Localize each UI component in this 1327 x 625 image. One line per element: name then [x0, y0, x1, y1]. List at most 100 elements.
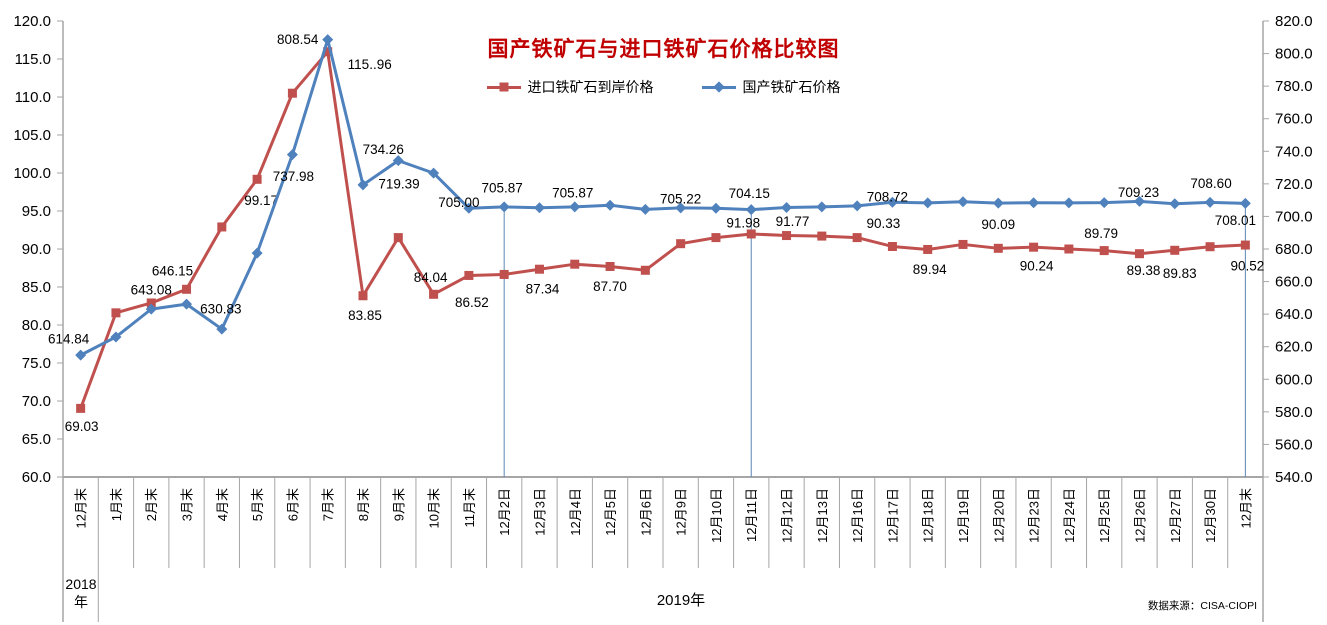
right-axis-tick-label: 660.0 — [1275, 274, 1313, 291]
data-point-marker — [428, 167, 440, 179]
data-point-label: 90.09 — [981, 217, 1015, 232]
x-axis-label: 12月12日 — [780, 488, 795, 543]
right-axis-tick-label: 600.0 — [1275, 371, 1313, 388]
right-axis-tick-label: 800.0 — [1275, 46, 1313, 63]
data-point-marker — [76, 403, 86, 413]
left-axis-tick-label: 90.0 — [22, 241, 51, 258]
data-point-marker — [286, 149, 298, 161]
data-point-label: 89.79 — [1084, 226, 1118, 241]
square-marker-icon — [499, 82, 508, 92]
data-point-marker — [852, 233, 862, 243]
legend-label-domestic: 国产铁矿石价格 — [742, 79, 841, 95]
legend-label-imported: 进口铁矿石到岸价格 — [527, 79, 654, 95]
data-point-marker — [251, 247, 263, 259]
data-point-label: 91.98 — [726, 215, 760, 230]
data-point-label: 99.17 — [244, 193, 278, 208]
legend-item-domestic: 国产铁矿石价格 — [701, 77, 841, 97]
x-axis-label: 12月5日 — [603, 488, 618, 536]
data-point-label: 704.15 — [729, 186, 770, 201]
data-point-label: 91.77 — [776, 214, 810, 229]
x-axis-label: 1月末 — [109, 488, 124, 521]
data-point-marker — [675, 202, 687, 214]
x-axis-label: 12月9日 — [674, 488, 689, 536]
legend-line-domestic — [701, 81, 736, 93]
data-point-label: 89.38 — [1127, 263, 1161, 278]
x-axis-label: 12月6日 — [638, 488, 653, 536]
left-axis-tick-label: 75.0 — [22, 355, 51, 372]
x-axis-label: 12月18日 — [921, 488, 936, 543]
x-axis-label: 12月24日 — [1062, 488, 1077, 543]
x-axis-label: 12月10日 — [709, 488, 724, 543]
left-axis-tick-label: 115.0 — [15, 51, 51, 68]
data-point-marker — [1205, 242, 1215, 252]
data-point-label: 614.84 — [48, 332, 90, 347]
data-point-marker — [464, 270, 474, 280]
data-point-label: 734.26 — [363, 142, 404, 157]
data-point-label: 708.72 — [867, 190, 908, 205]
year-label-2019: 2019年 — [656, 592, 706, 609]
x-axis-label: 12月16日 — [850, 488, 865, 543]
data-point-marker — [534, 264, 544, 274]
data-point-marker — [75, 349, 87, 361]
data-point-marker — [887, 241, 897, 251]
data-point-marker — [1064, 244, 1074, 254]
x-axis-label: 12月26日 — [1132, 488, 1147, 543]
right-axis-tick-label: 720.0 — [1275, 176, 1313, 193]
left-axis-tick-label: 80.0 — [22, 317, 51, 334]
data-point-marker — [1169, 198, 1181, 210]
data-point-marker — [816, 201, 828, 213]
data-point-marker — [710, 202, 722, 214]
x-axis-label: 8月末 — [356, 488, 371, 521]
data-point-marker — [958, 239, 968, 249]
left-axis-tick-label: 100.0 — [13, 165, 51, 182]
right-axis-tick-label: 740.0 — [1275, 143, 1313, 160]
year-label-2018: 2018年 — [65, 576, 97, 610]
data-point-marker — [217, 222, 227, 232]
right-axis-tick-label: 540.0 — [1275, 469, 1313, 486]
data-point-marker — [182, 284, 192, 294]
data-point-marker — [393, 233, 403, 243]
data-point-marker — [146, 298, 156, 308]
right-axis-tick-label: 760.0 — [1275, 111, 1313, 128]
data-point-marker — [1239, 197, 1251, 209]
data-point-marker — [1063, 197, 1075, 209]
data-point-marker — [252, 174, 262, 184]
data-point-marker — [640, 265, 650, 275]
right-axis-tick-label: 620.0 — [1275, 339, 1313, 356]
x-axis-label: 3月末 — [180, 488, 195, 521]
data-point-marker — [110, 331, 122, 343]
data-point-marker — [1028, 197, 1040, 209]
data-point-label: 89.94 — [913, 262, 947, 277]
data-point-label: 705.00 — [438, 195, 479, 210]
series-line-imported — [79, 50, 1246, 409]
right-axis-tick-label: 820.0 — [1275, 13, 1313, 30]
data-point-marker — [322, 34, 334, 46]
data-point-label: 84.04 — [414, 270, 448, 285]
data-source-note: 数据来源：CISA-CIOPI — [1147, 600, 1257, 612]
data-point-marker — [1099, 246, 1109, 256]
data-point-marker — [111, 308, 121, 318]
data-point-marker — [605, 261, 615, 271]
data-point-label: 87.70 — [593, 279, 627, 294]
data-point-marker — [711, 233, 721, 243]
data-point-label: 643.08 — [131, 283, 172, 298]
data-point-marker — [358, 291, 368, 301]
x-axis-label: 12月4日 — [568, 488, 583, 536]
data-point-marker — [216, 323, 228, 335]
left-axis-tick-label: 60.0 — [22, 469, 51, 486]
data-point-marker — [676, 239, 686, 249]
x-axis-label: 12月末 — [1238, 488, 1253, 528]
x-axis-label: 12月11日 — [744, 488, 759, 542]
data-point-label: 87.34 — [526, 282, 560, 297]
x-axis-label: 2月末 — [144, 488, 159, 521]
data-point-marker — [392, 155, 404, 167]
data-point-label: 86.52 — [455, 295, 489, 310]
data-point-label: 630.83 — [200, 302, 241, 317]
data-point-marker — [781, 201, 793, 213]
data-point-marker — [746, 229, 756, 239]
data-point-label: 89.83 — [1163, 266, 1197, 281]
data-point-label: 719.39 — [378, 176, 419, 191]
data-point-marker — [498, 201, 510, 213]
legend-item-imported: 进口铁矿石到岸价格 — [486, 77, 654, 97]
